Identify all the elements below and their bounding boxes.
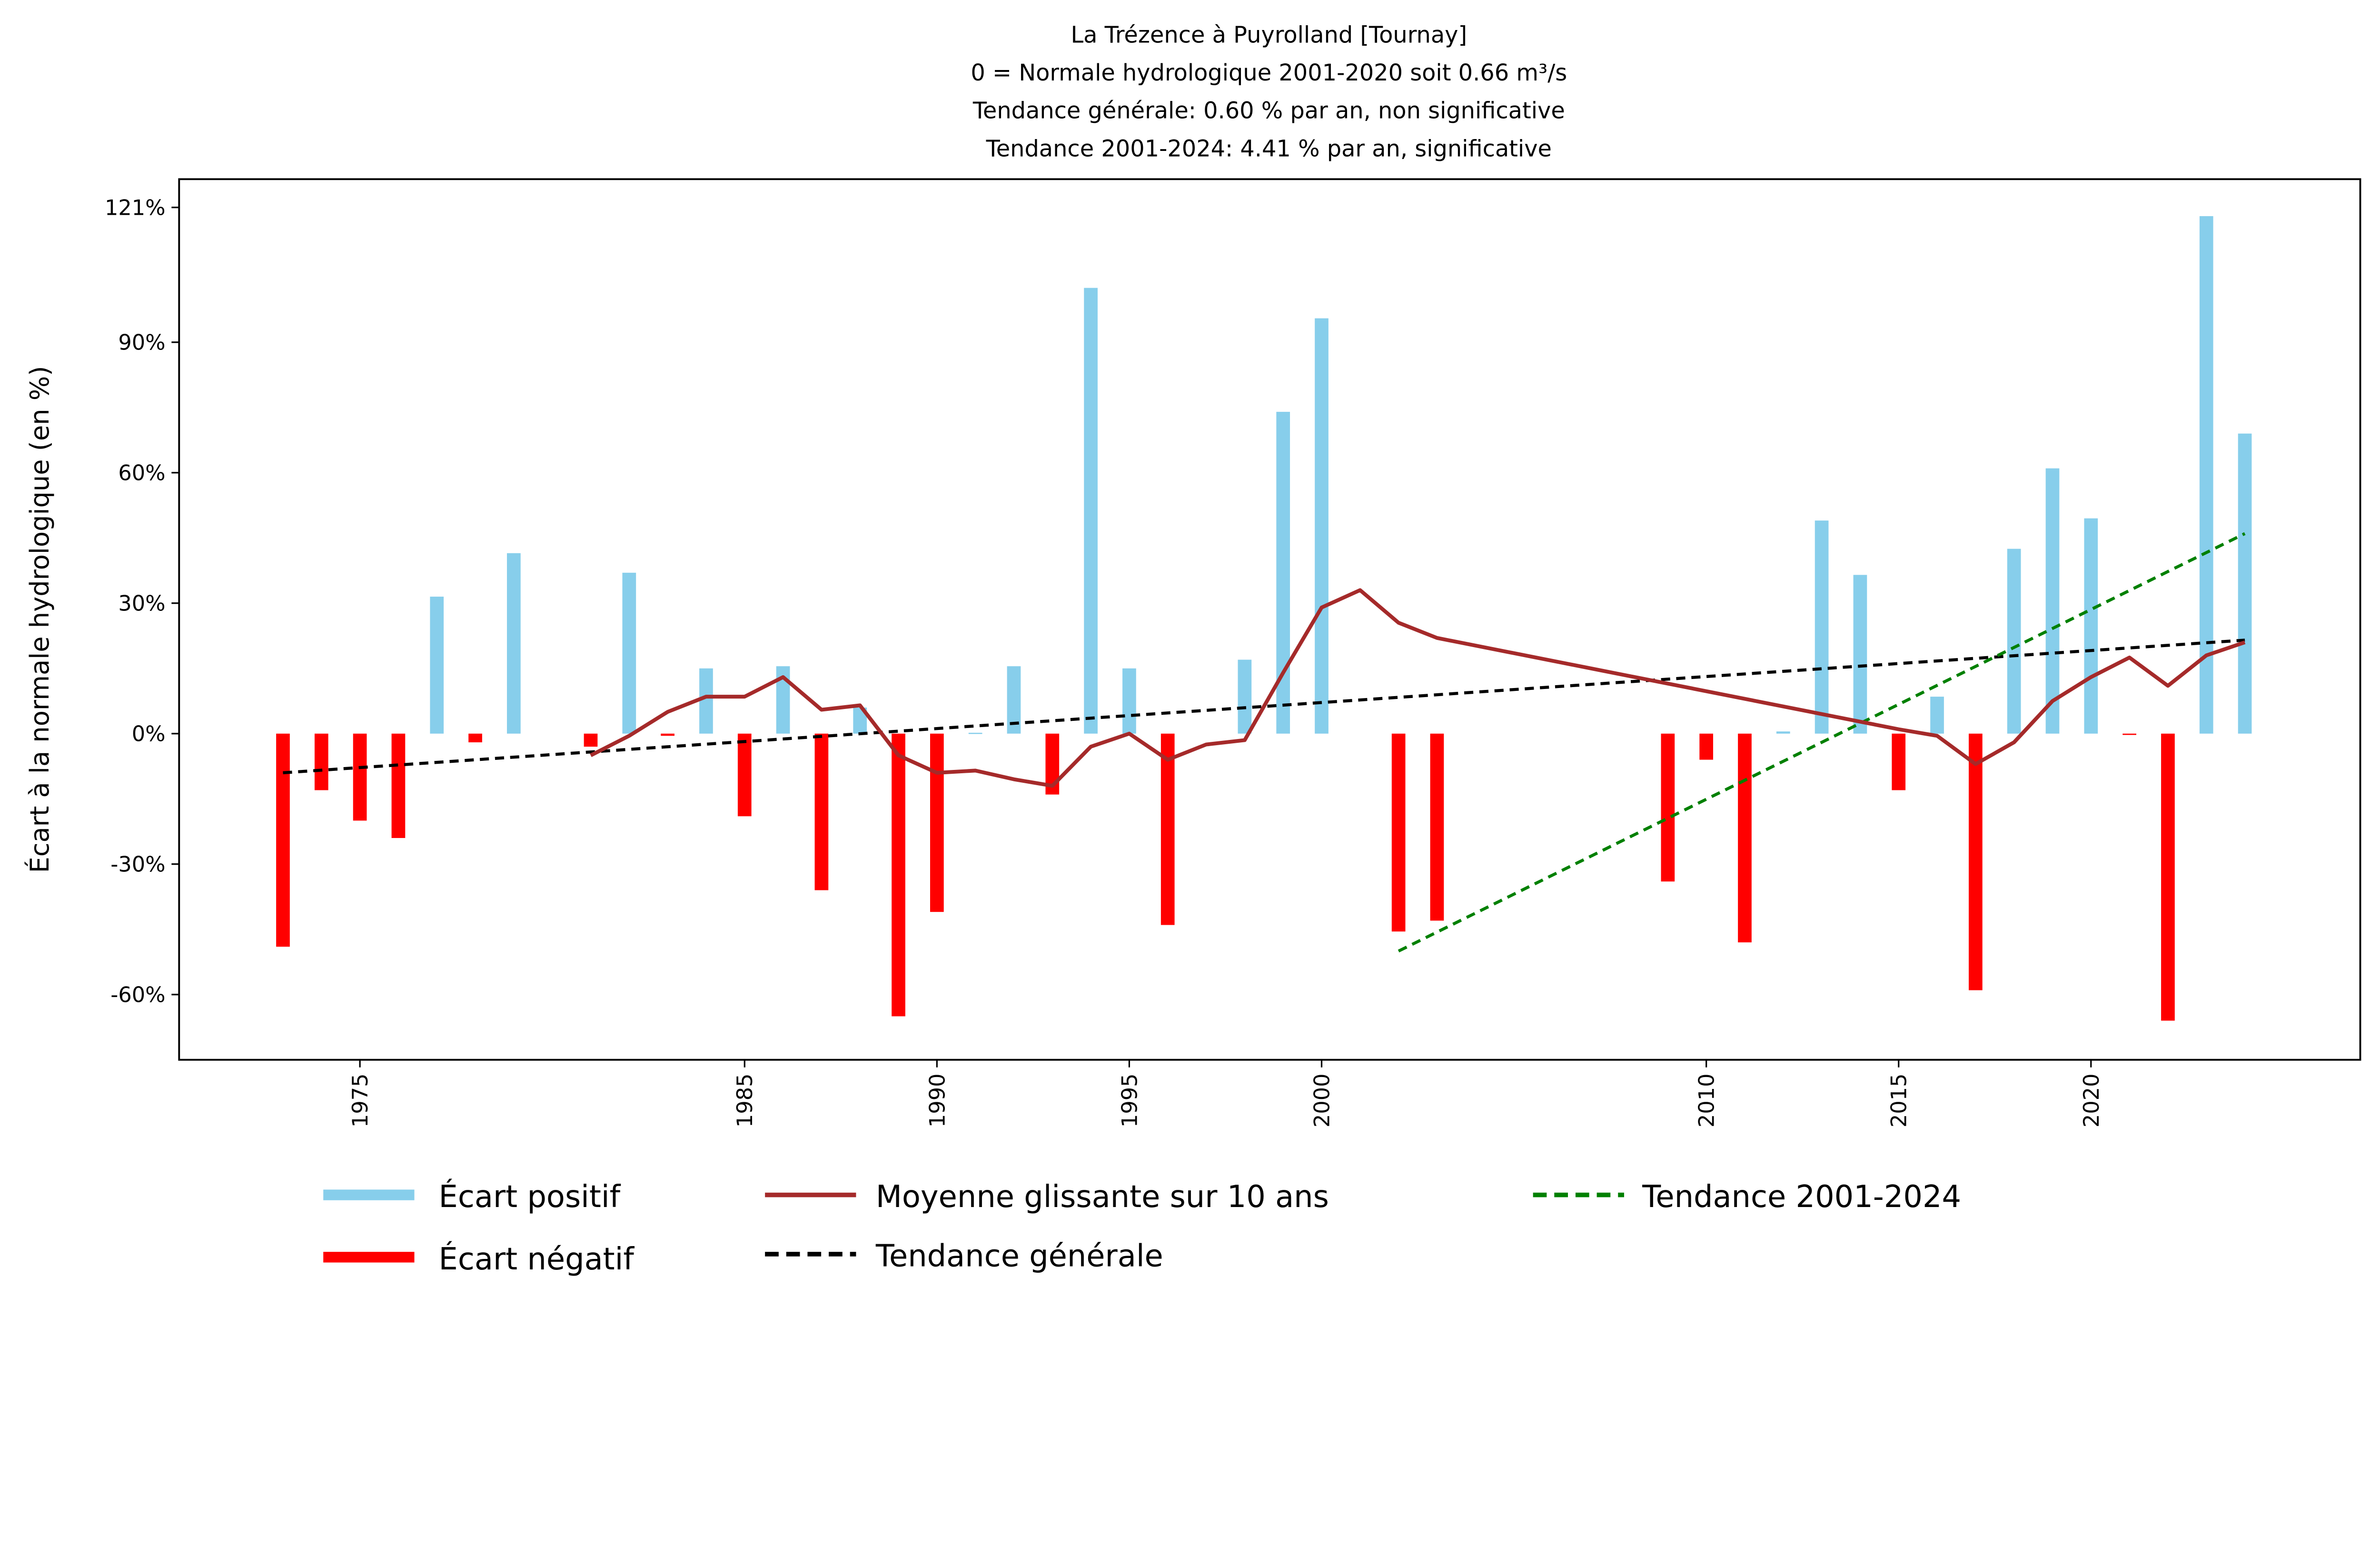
bar-negative — [1430, 733, 1444, 921]
bar-positive — [2007, 549, 2021, 734]
bar-negative — [1969, 733, 1983, 990]
bar-positive — [2238, 433, 2252, 734]
bar-negative — [1391, 733, 1406, 932]
bar-negative — [1738, 733, 1752, 943]
moving-average-line — [590, 588, 2246, 788]
x-tick-label: 2020 — [2079, 1073, 2104, 1128]
bar-positive — [1315, 318, 1329, 734]
legend-label-trend-recent: Tendance 2001-2024 — [1642, 1179, 1961, 1215]
x-ticks: 1975 1985 1990 1995 2000 2010 2015 2020 — [348, 1059, 2104, 1128]
trend-general-line — [283, 639, 2245, 775]
y-tick-label: -30% — [110, 852, 165, 877]
chart-title: La Trézence à Puyrolland [Tournay] 0 = N… — [971, 22, 1567, 162]
bar-negative — [737, 733, 752, 817]
y-axis-label: Écart à la normale hydrologique (en %) — [25, 366, 55, 873]
legend-label-negative: Écart négatif — [439, 1241, 635, 1277]
bar-negative — [314, 733, 328, 790]
x-tick-label: 2015 — [1887, 1073, 1912, 1128]
bar-positive — [2199, 216, 2213, 734]
y-tick-label: -60% — [110, 983, 165, 1008]
chart: La Trézence à Puyrolland [Tournay] 0 = N… — [25, 22, 2361, 1277]
lines — [283, 532, 2246, 953]
bar-negative — [2161, 733, 2175, 1021]
x-tick-label: 1995 — [1117, 1073, 1142, 1128]
bar-negative — [391, 733, 406, 838]
legend-label-positive: Écart positif — [439, 1178, 621, 1215]
y-tick-label: 90% — [118, 330, 165, 355]
bars — [276, 216, 2252, 1021]
bar-negative — [2122, 733, 2136, 735]
bar-negative — [1661, 733, 1675, 882]
title-line-2: 0 = Normale hydrologique 2001-2020 soit … — [971, 60, 1567, 86]
x-tick-label: 1985 — [733, 1073, 757, 1128]
bar-positive — [699, 668, 713, 734]
bar-negative — [814, 733, 829, 890]
x-tick-label: 2000 — [1309, 1073, 1334, 1128]
y-tick-label: 121% — [105, 196, 166, 220]
trend-recent-line — [1398, 532, 2246, 953]
bar-positive — [2045, 468, 2060, 734]
bar-positive — [1084, 288, 1098, 734]
bar-negative — [661, 733, 674, 736]
y-tick-label: 0% — [132, 722, 166, 747]
bar-positive — [1815, 520, 1829, 734]
x-tick-label: 1990 — [925, 1073, 950, 1128]
bar-positive — [1776, 731, 1790, 734]
y-ticks: 121% 90% 60% 30% 0% -30% -60% — [105, 196, 179, 1008]
bar-positive — [507, 553, 521, 734]
title-line-1: La Trézence à Puyrolland [Tournay] — [1071, 22, 1467, 48]
bar-positive — [968, 732, 982, 734]
bar-negative — [1699, 733, 1714, 760]
title-line-4: Tendance 2001-2024: 4.41 % par an, signi… — [986, 136, 1552, 162]
plot-frame — [178, 178, 2361, 1061]
bar-negative — [276, 733, 290, 947]
x-tick-label: 2010 — [1695, 1073, 1719, 1128]
bar-positive — [430, 597, 444, 734]
y-tick-label: 30% — [118, 591, 165, 616]
bar-positive — [1930, 697, 1944, 734]
x-tick-label: 1975 — [348, 1073, 373, 1128]
bar-positive — [1853, 575, 1867, 734]
bar-positive — [1276, 411, 1290, 734]
bar-negative — [1892, 733, 1906, 790]
y-tick-label: 60% — [118, 461, 165, 486]
legend-label-trend-general: Tendance générale — [875, 1238, 1163, 1274]
title-line-3: Tendance générale: 0.60 % par an, non si… — [972, 98, 1565, 124]
bar-positive — [622, 572, 636, 734]
bar-negative — [930, 733, 944, 912]
bar-negative — [892, 733, 905, 1017]
bar-negative — [584, 733, 598, 747]
bar-negative — [1160, 733, 1175, 925]
bar-positive — [1238, 659, 1252, 734]
legend-label-moving-average: Moyenne glissante sur 10 ans — [876, 1179, 1329, 1215]
bar-negative — [468, 733, 482, 743]
bar-positive — [2084, 518, 2098, 734]
bar-positive — [1122, 668, 1136, 734]
legend: Écart positif Écart négatif Moyenne glis… — [323, 1178, 1961, 1277]
bar-negative — [353, 733, 367, 821]
